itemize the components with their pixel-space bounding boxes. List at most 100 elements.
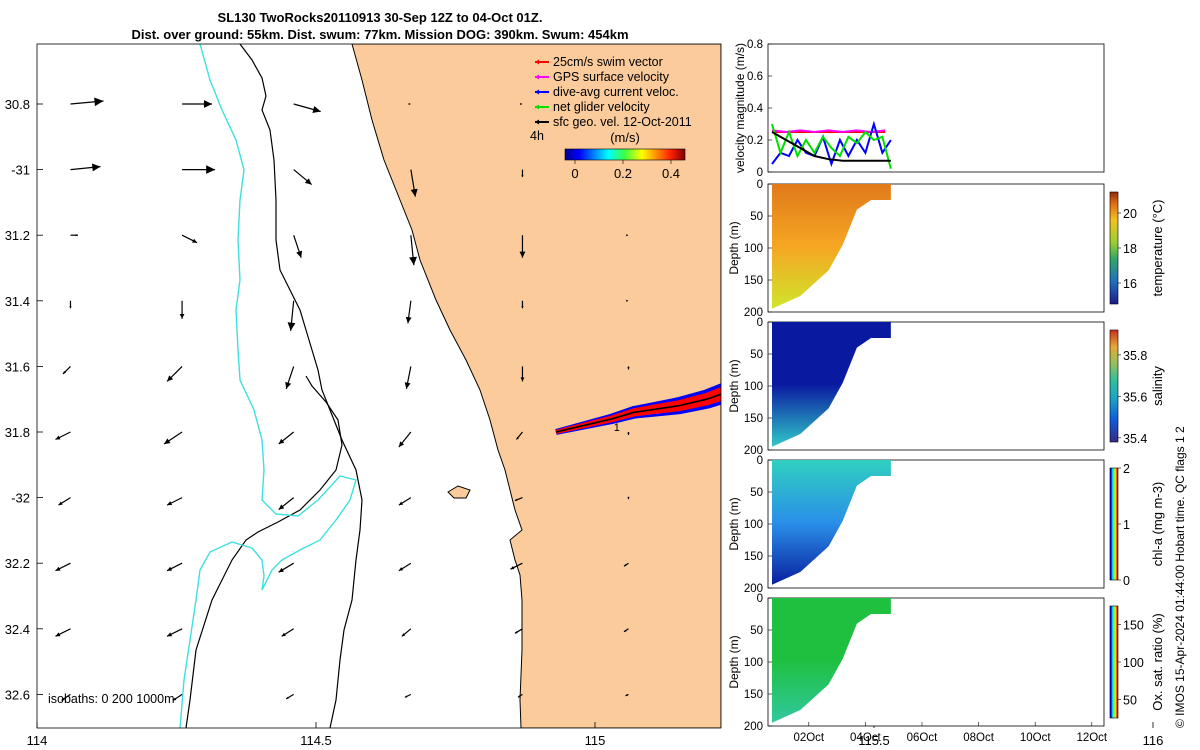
geo-vector (293, 235, 303, 258)
geo-vector (398, 562, 412, 572)
geo-vector (627, 496, 630, 500)
geo-vector (521, 169, 524, 178)
track-line (555, 393, 721, 433)
depth-tick: 50 (750, 349, 763, 361)
isobath-1000 (185, 375, 343, 728)
geo-vector (626, 299, 629, 302)
lat-tick-label: 32.6 (5, 687, 30, 702)
colorbar-tick: 35.6 (1123, 390, 1147, 404)
legend-label: dive-avg current veloc. (553, 85, 679, 99)
geo-vector (627, 366, 630, 370)
legend-entry: GPS surface velocity (535, 70, 670, 84)
section-panel: 0 50 100 150 200 Depth (m) 50 100 150 Ox. sat. ra… (727, 593, 1165, 744)
vel-ytick: 0.8 (747, 39, 763, 51)
depth-ylabel: Depth (m) (727, 635, 741, 688)
geo-vector (70, 97, 104, 107)
vel-ytick: 0.6 (747, 71, 763, 83)
sfc-geo-vectors (55, 97, 740, 701)
colorbar-tick: 35.4 (1123, 432, 1147, 446)
geo-vector (166, 365, 183, 382)
legend-entry: sfc geo. vel. 12-Oct-2011 (535, 115, 692, 129)
isobath-0 (179, 44, 357, 728)
section-panels: 0 50 100 150 200 Depth (m) 16 18 20 temperature (… (727, 179, 1165, 744)
geo-vector (520, 366, 525, 382)
lat-tick-label: 32.4 (5, 622, 30, 637)
depth-ylabel: Depth (m) (727, 359, 741, 412)
colorbar-tick: 16 (1123, 277, 1137, 291)
time-tick: 12Oct (1076, 732, 1107, 744)
geo-vector (166, 562, 183, 572)
geo-vector (410, 169, 418, 197)
geo-vector (58, 497, 71, 506)
geo-vector (738, 562, 740, 564)
lon-tick-label: 115.5 (858, 733, 890, 748)
geo-vector (172, 693, 183, 701)
colorbar-label: chl-a (mg m-3) (1150, 482, 1165, 567)
section-panel: 0 50 100 150 200 Depth (m) 16 18 20 temperature (… (727, 179, 1165, 319)
geo-vector (627, 432, 630, 435)
speed-colorbar: (m/s) 0 0.2 0.4 (564, 130, 686, 181)
colorbar-tick: 150 (1123, 619, 1144, 633)
depth-tick: 100 (744, 381, 763, 393)
isobaths-label: isobaths: 0 200 1000m (48, 692, 174, 706)
geo-vector (737, 628, 740, 630)
colorbar-label: (m/s) (610, 130, 640, 145)
lat-tick-label: 30.8 (5, 97, 30, 112)
geo-vector (55, 562, 71, 572)
section-fill (772, 460, 891, 585)
colorbar-tick: 20 (1123, 207, 1137, 221)
depth-tick: 200 (744, 721, 763, 733)
figure-title-line2: Dist. over ground: 55km. Dist. swum: 77k… (131, 27, 629, 42)
vel-ytick: 0.2 (747, 135, 763, 147)
section-panel: 0 50 100 150 200 Depth (m) 35.4 35.6 35.8salinit… (727, 317, 1165, 457)
geo-vector (163, 431, 183, 445)
colorbar-label: salinity (1150, 366, 1165, 406)
section-fill (772, 184, 891, 309)
geo-vector (515, 431, 523, 440)
colorbar-tick: 50 (1123, 693, 1137, 707)
legend-label: net glider velocity (553, 100, 650, 114)
depth-tick: 0 (757, 179, 763, 191)
depth-ylabel: Depth (m) (727, 221, 741, 274)
credit-text: © IMOS 15-Apr-2024 01:44:00 Hobart time.… (1173, 426, 1187, 728)
colorbar-tick: 100 (1123, 656, 1144, 670)
legend-label: sfc geo. vel. 12-Oct-2011 (553, 115, 692, 129)
geo-vector (398, 497, 412, 506)
legend-entry: dive-avg current veloc. (535, 85, 679, 99)
geo-vector (738, 693, 740, 695)
lat-tick-label: 31.8 (5, 425, 30, 440)
depth-tick: 150 (744, 413, 763, 425)
depth-tick: 50 (750, 625, 763, 637)
depth-ylabel: Depth (m) (727, 497, 741, 550)
map-ticks: 114 114.5 115 115.5 11630.8-3131.231.431.631… (5, 97, 1164, 748)
legend-label: 25cm/s swim vector (553, 55, 663, 69)
land-mass (351, 44, 721, 728)
figure-title-line1: SL130 TwoRocks20110913 30-Sep 12Z to 04-… (217, 10, 543, 25)
depth-tick: 150 (744, 275, 763, 287)
isobath-200 (239, 44, 363, 728)
legend-entry: net glider velocity (535, 100, 650, 114)
geo-vector (623, 562, 629, 567)
depth-tick: 50 (750, 211, 763, 223)
geo-vector (625, 693, 629, 697)
colorbar-tick: 0.2 (614, 166, 632, 181)
colorbar-tick: 18 (1123, 242, 1137, 256)
depth-tick: 0 (757, 317, 763, 329)
vel-series (771, 131, 891, 162)
geo-vector (285, 366, 295, 390)
geo-vector (514, 628, 523, 634)
section-panel: 0 50 100 150 200 Depth (m) 0 1 2 chl-a (mg m-3) (727, 455, 1165, 595)
geo-vector (181, 234, 198, 244)
depth-tick: 100 (744, 243, 763, 255)
colorbar-label: Ox. sat. ratio (%) (1150, 613, 1165, 711)
geo-vector (408, 102, 411, 106)
depth-tick: 0 (757, 455, 763, 467)
geo-vector (182, 100, 213, 108)
colorbar-label: temperature (°C) (1150, 200, 1165, 297)
geo-vector (285, 693, 294, 700)
geo-vector (278, 562, 294, 573)
lon-tick-label: 115 (585, 733, 606, 748)
colorbar-tick: 0 (571, 166, 578, 181)
